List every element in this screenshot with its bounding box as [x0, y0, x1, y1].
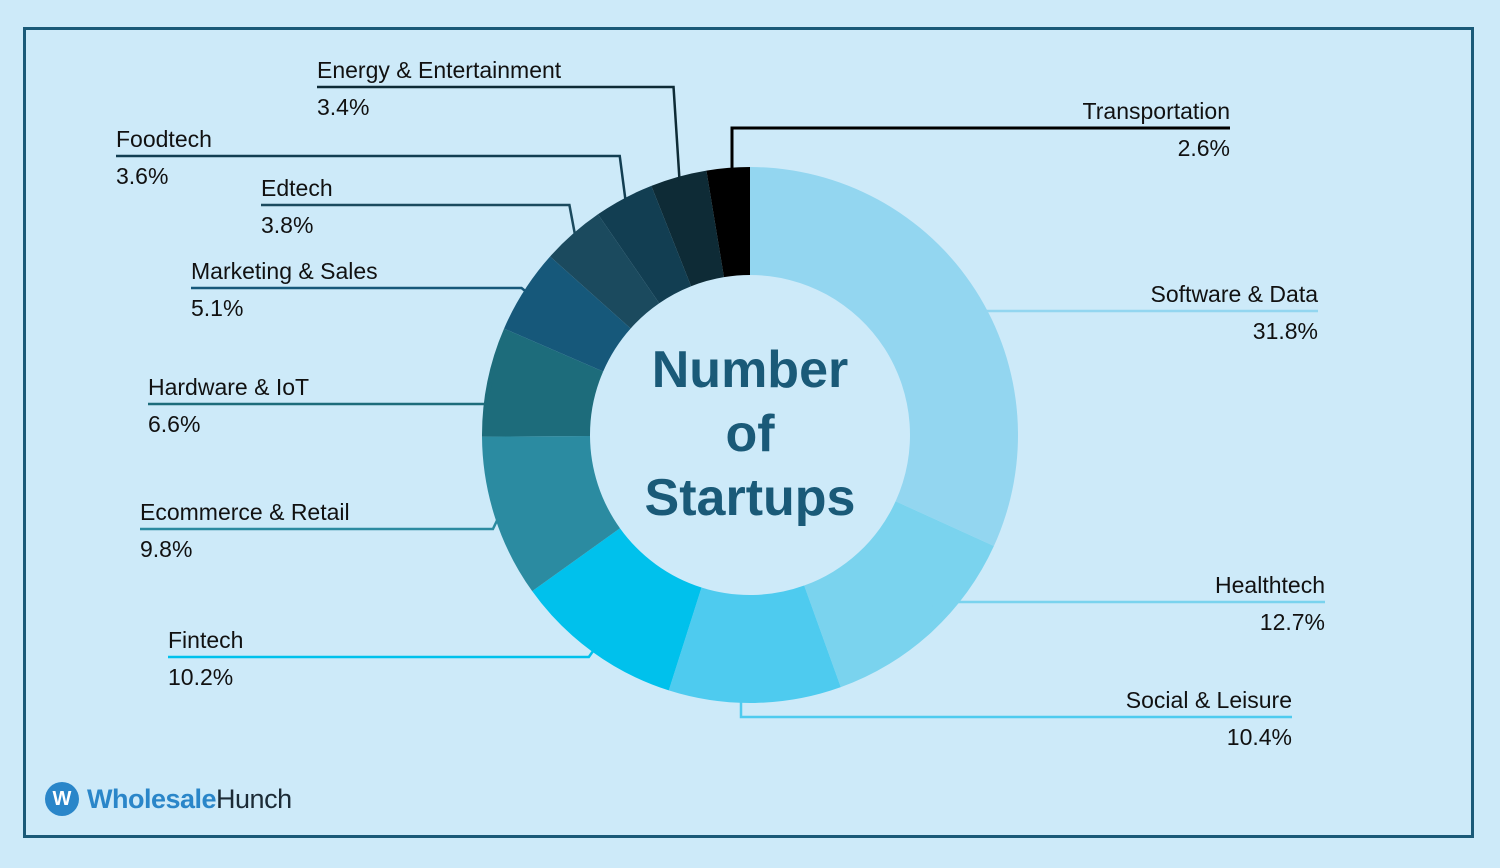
leader-line-software-and-data — [970, 291, 1318, 313]
label-name-software-and-data: Software & Data — [1151, 281, 1319, 307]
label-value-fintech: 10.2% — [168, 664, 233, 690]
label-value-ecommerce-and-retail: 9.8% — [140, 536, 192, 562]
leader-line-foodtech — [116, 154, 627, 203]
label-value-edtech: 3.8% — [261, 212, 313, 238]
slice-transportation — [706, 167, 750, 278]
leader-line-transportation — [730, 126, 1230, 171]
label-value-transportation: 2.6% — [1178, 135, 1230, 161]
slice-marketing-and-sales — [504, 256, 631, 372]
logo-wordmark: WholesaleHunch — [87, 784, 292, 815]
label-value-marketing-and-sales: 5.1% — [191, 295, 243, 321]
center-title-line-1: Number — [652, 341, 848, 399]
logo-word-1: Wholesale — [87, 783, 217, 814]
slice-software-and-data — [750, 167, 1019, 547]
chart-frame — [23, 27, 1474, 838]
slice-healthtech — [804, 501, 994, 688]
leader-line-hardware-and-iot — [148, 381, 493, 406]
leader-line-energy-and-entertainment — [317, 85, 681, 181]
leader-line-edtech — [261, 203, 577, 238]
logo-mark-icon: W — [45, 782, 79, 816]
center-title-line-2: of — [725, 405, 775, 463]
leader-line-marketing-and-sales — [191, 286, 529, 294]
slice-labels: Software & Data 31.8% Healthtech 12.7% Socia… — [116, 57, 1325, 750]
slice-energy-and-entertainment — [651, 170, 724, 287]
label-name-social-and-leisure: Social & Leisure — [1126, 687, 1292, 713]
logo-word-2: Hunch — [216, 783, 292, 814]
label-value-foodtech: 3.6% — [116, 163, 168, 189]
label-name-marketing-and-sales: Marketing & Sales — [191, 258, 378, 284]
label-name-energy-and-entertainment: Energy & Entertainment — [317, 57, 562, 83]
label-name-edtech: Edtech — [261, 175, 333, 201]
label-value-software-and-data: 31.8% — [1253, 318, 1318, 344]
label-value-hardware-and-iot: 6.6% — [148, 411, 200, 437]
slice-edtech — [550, 214, 660, 329]
leader-line-social-and-leisure — [739, 697, 1292, 719]
label-value-healthtech: 12.7% — [1260, 609, 1325, 635]
label-value-social-and-leisure: 10.4% — [1227, 724, 1292, 750]
label-name-ecommerce-and-retail: Ecommerce & Retail — [140, 499, 350, 525]
slice-hardware-and-iot — [481, 328, 604, 437]
slice-ecommerce-and-retail — [482, 436, 620, 592]
leader-line-ecommerce-and-retail — [140, 516, 501, 531]
slice-foodtech — [597, 185, 692, 304]
label-value-energy-and-entertainment: 3.4% — [317, 94, 369, 120]
label-name-foodtech: Foodtech — [116, 126, 212, 152]
wholesale-hunch-logo: W WholesaleHunch — [45, 781, 292, 817]
donut-slices — [481, 167, 1019, 703]
leader-line-healthtech — [927, 600, 1325, 630]
leader-lines — [116, 85, 1325, 719]
label-name-healthtech: Healthtech — [1215, 572, 1325, 598]
label-name-fintech: Fintech — [168, 627, 243, 653]
leader-line-fintech — [168, 647, 596, 659]
label-name-transportation: Transportation — [1083, 98, 1230, 124]
slice-fintech — [532, 528, 702, 691]
label-name-hardware-and-iot: Hardware & IoT — [148, 374, 309, 400]
center-title-line-3: Startups — [645, 469, 856, 527]
slice-social-and-leisure — [668, 585, 841, 703]
